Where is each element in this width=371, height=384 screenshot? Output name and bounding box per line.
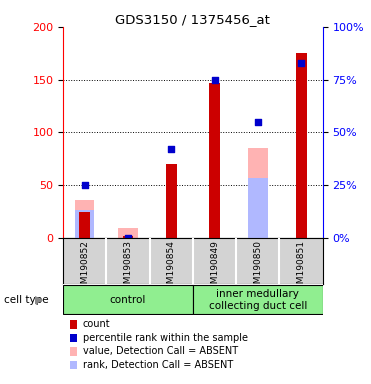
Text: GSM190851: GSM190851: [297, 240, 306, 295]
Text: count: count: [83, 319, 110, 329]
Point: [255, 119, 261, 125]
Bar: [75, 210, 95, 238]
Text: cell type: cell type: [4, 295, 48, 305]
Text: GSM190852: GSM190852: [80, 240, 89, 295]
Text: GSM190849: GSM190849: [210, 240, 219, 295]
Point: [211, 76, 217, 83]
Text: GSM190850: GSM190850: [253, 240, 262, 295]
Text: percentile rank within the sample: percentile rank within the sample: [83, 333, 248, 343]
Bar: [75, 200, 95, 238]
Text: inner medullary: inner medullary: [216, 289, 299, 299]
Bar: [193, 285, 323, 314]
Point: [168, 146, 174, 152]
Text: rank, Detection Call = ABSENT: rank, Detection Call = ABSENT: [83, 360, 233, 370]
Bar: [296, 53, 306, 238]
Bar: [248, 148, 267, 238]
Point: [298, 60, 304, 66]
Text: ▶: ▶: [35, 295, 43, 305]
Bar: [63, 285, 193, 314]
Bar: [248, 178, 267, 238]
Bar: [118, 227, 138, 238]
Point: [125, 235, 131, 241]
Text: GSM190853: GSM190853: [124, 240, 132, 295]
Text: value, Detection Call = ABSENT: value, Detection Call = ABSENT: [83, 346, 238, 356]
Bar: [122, 236, 134, 238]
Bar: [209, 83, 220, 238]
Text: GSM190854: GSM190854: [167, 240, 176, 295]
Point: [82, 182, 88, 188]
Text: collecting duct cell: collecting duct cell: [209, 301, 307, 311]
Title: GDS3150 / 1375456_at: GDS3150 / 1375456_at: [115, 13, 270, 26]
Bar: [166, 164, 177, 238]
Bar: [79, 212, 90, 238]
Text: control: control: [110, 295, 146, 305]
